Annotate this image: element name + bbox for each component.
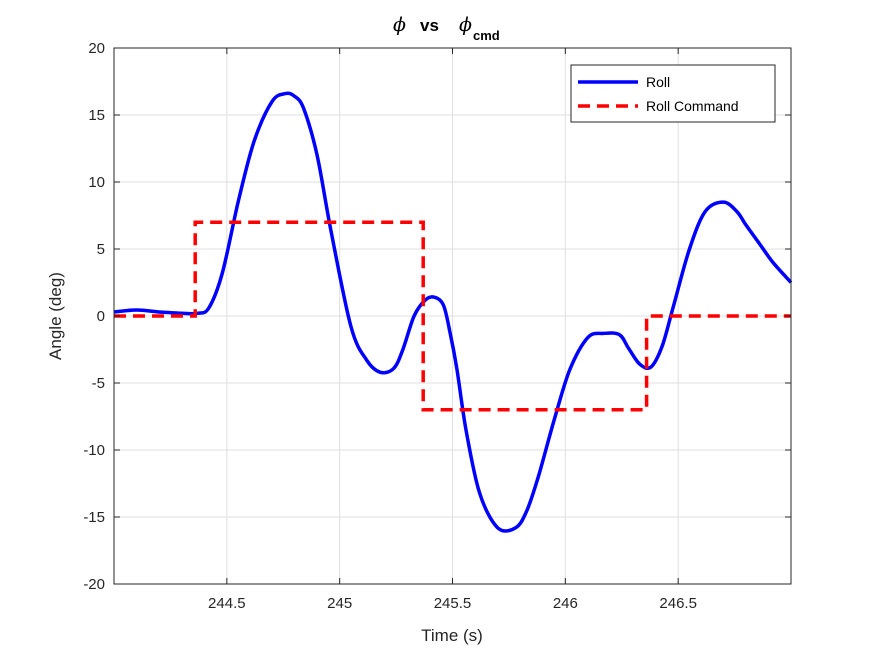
legend-box — [570, 64, 776, 123]
y-tick-label: -15 — [83, 509, 105, 526]
title-symbol-phi: ϕ — [393, 14, 406, 36]
grid-lines — [114, 48, 791, 584]
x-axis-label: Time (s) — [421, 626, 483, 645]
y-tick-label: 0 — [97, 308, 105, 325]
title-subscript-cmd: cmd — [473, 28, 500, 43]
y-tick-labels: -20 -15 -10 -5 0 5 10 15 20 — [83, 40, 105, 593]
series-line-roll-command — [114, 220, 791, 412]
y-tick-label: -20 — [83, 576, 105, 593]
y-tick-label: 10 — [88, 174, 105, 191]
y-tick-label: -5 — [92, 375, 105, 392]
x-tick-label: 246 — [553, 595, 578, 612]
y-tick-label: 5 — [97, 241, 105, 258]
series-layer — [113, 91, 793, 533]
legend-label-roll: Roll — [646, 74, 670, 90]
series-line-roll — [113, 91, 793, 533]
y-tick-label: 15 — [88, 107, 105, 124]
title-vs: vs — [420, 16, 439, 35]
y-axis-label: Angle (deg) — [46, 272, 65, 360]
x-tick-label: 245 — [327, 595, 352, 612]
x-tick-label: 245.5 — [434, 595, 472, 612]
legend: Roll Roll Command — [570, 64, 776, 123]
title-symbol-phi-cmd: ϕ — [459, 14, 472, 36]
x-tick-labels: 244.5 245 245.5 246 246.5 — [208, 595, 697, 612]
x-tick-label: 246.5 — [659, 595, 697, 612]
y-tick-label: -10 — [83, 442, 105, 459]
tick-marks — [114, 47, 791, 585]
chart-title: ϕ vs ϕ cmd — [393, 14, 500, 43]
legend-label-roll-command: Roll Command — [646, 98, 739, 114]
y-tick-label: 20 — [88, 40, 105, 57]
x-tick-label: 244.5 — [208, 595, 246, 612]
